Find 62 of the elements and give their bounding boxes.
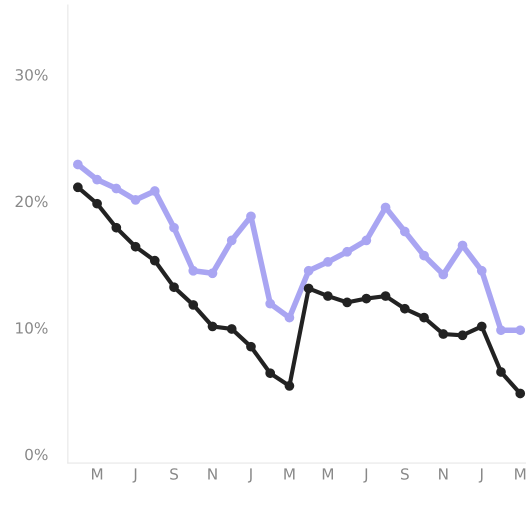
- point: [419, 312, 429, 322]
- point: [226, 324, 237, 334]
- point: [265, 368, 276, 378]
- point: [72, 182, 83, 192]
- point: [208, 268, 218, 278]
- point: [265, 298, 276, 309]
- point: [323, 257, 333, 267]
- point: [246, 342, 256, 352]
- point: [92, 198, 102, 209]
- point: [438, 270, 448, 280]
- point: [323, 291, 333, 301]
- point: [342, 246, 352, 257]
- point: [304, 266, 314, 276]
- point: [458, 240, 468, 250]
- x-tick-label: S: [170, 468, 178, 480]
- point: [188, 300, 198, 310]
- point: [458, 330, 468, 340]
- point: [72, 160, 83, 170]
- x-tick-label: M: [322, 468, 333, 480]
- point: [208, 322, 218, 332]
- point: [111, 222, 122, 233]
- point: [130, 242, 140, 252]
- x-tick-label: M: [515, 468, 526, 480]
- y-tick-label: 30%: [16, 69, 48, 81]
- point: [169, 222, 179, 233]
- point: [496, 325, 506, 336]
- point: [284, 381, 294, 391]
- x-tick-label: M: [284, 468, 295, 480]
- point: [92, 174, 102, 185]
- point: [342, 298, 352, 308]
- x-tick-label: N: [439, 468, 448, 480]
- y-tick-label: 0%: [25, 448, 48, 460]
- x-tick-label: J: [248, 468, 252, 483]
- x-tick-label: J: [132, 468, 136, 483]
- x-tick-label: N: [208, 468, 217, 480]
- point: [362, 294, 372, 304]
- y-tick-label: 20%: [16, 196, 48, 208]
- point: [304, 284, 314, 294]
- point: [438, 329, 448, 339]
- point: [111, 184, 122, 194]
- point: [496, 367, 506, 377]
- x-tick-label: J: [363, 468, 368, 483]
- point: [169, 282, 179, 292]
- point: [130, 195, 140, 205]
- point: [284, 312, 294, 322]
- point: [150, 256, 160, 266]
- point: [515, 325, 526, 336]
- x-tick-label: S: [400, 468, 409, 480]
- x-tick-label: M: [92, 468, 102, 480]
- point: [380, 291, 390, 301]
- point: [476, 322, 487, 332]
- y-tick-label: 10%: [16, 322, 48, 334]
- point: [400, 226, 410, 236]
- point: [226, 236, 237, 246]
- point: [150, 186, 160, 196]
- point: [515, 388, 526, 398]
- point: [476, 266, 487, 276]
- point: [400, 304, 410, 314]
- point: [419, 250, 429, 260]
- point: [188, 266, 198, 276]
- x-tick-label: J: [478, 468, 483, 483]
- point: [362, 236, 372, 246]
